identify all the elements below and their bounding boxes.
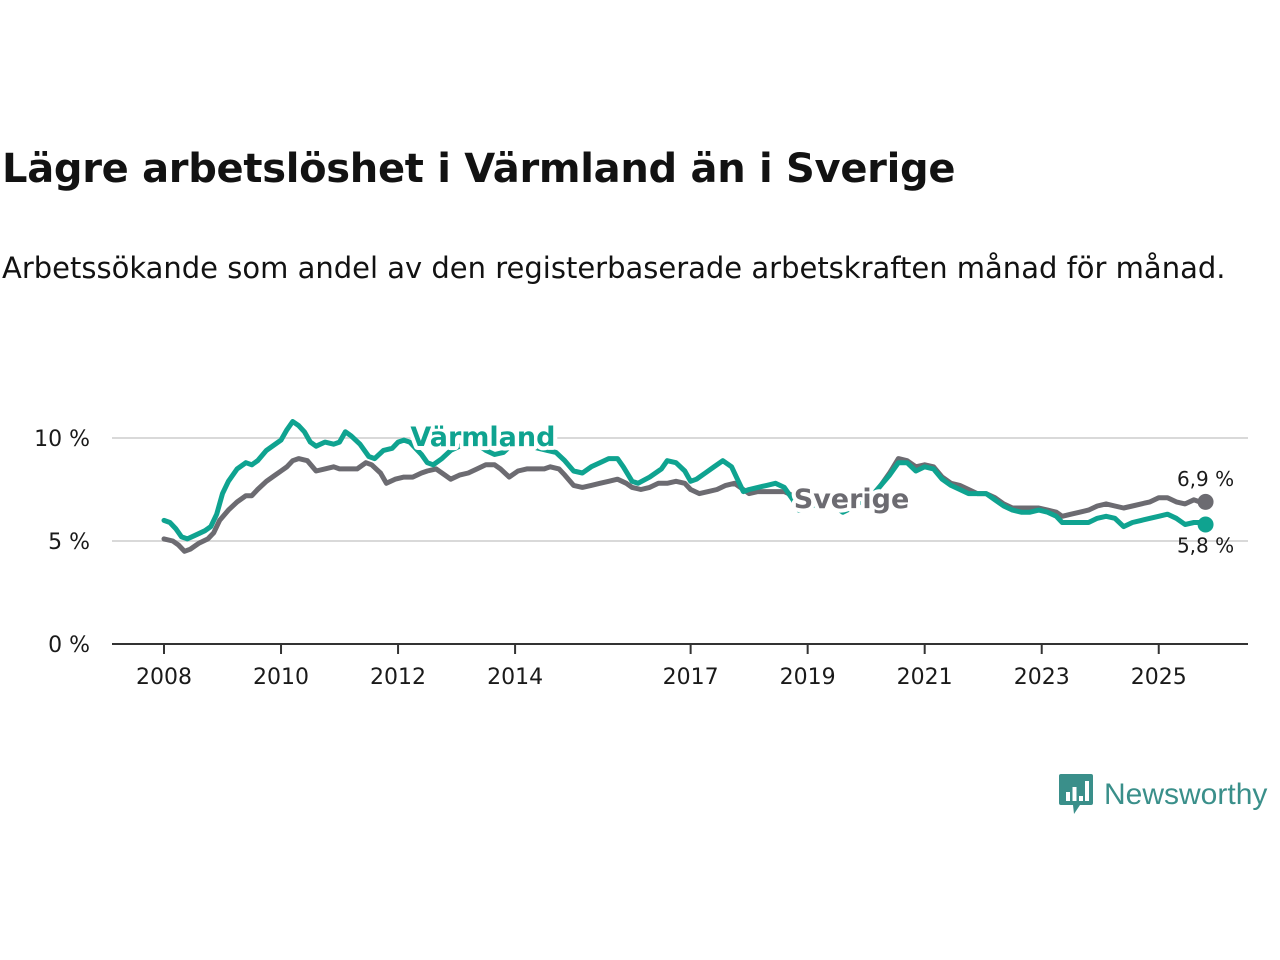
y-tick-label: 0 % [48,633,90,658]
x-tick-label: 2014 [487,665,543,690]
newsworthy-logo: Newsworthy [1058,772,1267,818]
x-tick-label: 2019 [780,665,836,690]
end-point-varmland [1197,516,1214,533]
x-tick-label: 2008 [136,665,192,690]
chart-subtitle: Arbetssökande som andel av den registerb… [2,251,1226,285]
line-chart: 0 % 5 % 10 % 2008 2010 2012 2014 2017 2019 2021 20… [34,418,1248,690]
end-point-sverige [1197,493,1214,510]
x-tick-label: 2021 [897,665,953,690]
series-label-sverige: Sverige [794,484,910,515]
series-line-sverige [161,456,811,554]
y-tick-label: 10 % [34,427,90,452]
x-tick-label: 2023 [1014,665,1070,690]
chart-speech-bubble-icon [1059,774,1093,814]
x-tick-label: 2017 [663,665,719,690]
series-line-varmland [161,419,1209,542]
brand-name: Newsworthy [1104,778,1268,811]
x-tick-label: 2025 [1131,665,1187,690]
chart-title: Lägre arbetslöshet i Värmland än i Sveri… [2,146,956,192]
y-tick-label: 5 % [48,530,90,555]
end-value-label-sverige: 6,9 % [1177,467,1234,491]
x-tick-label: 2012 [370,665,426,690]
x-tick-label: 2010 [253,665,309,690]
series-label-varmland: Värmland [410,422,555,453]
end-value-label-varmland: 5,8 % [1177,534,1234,558]
